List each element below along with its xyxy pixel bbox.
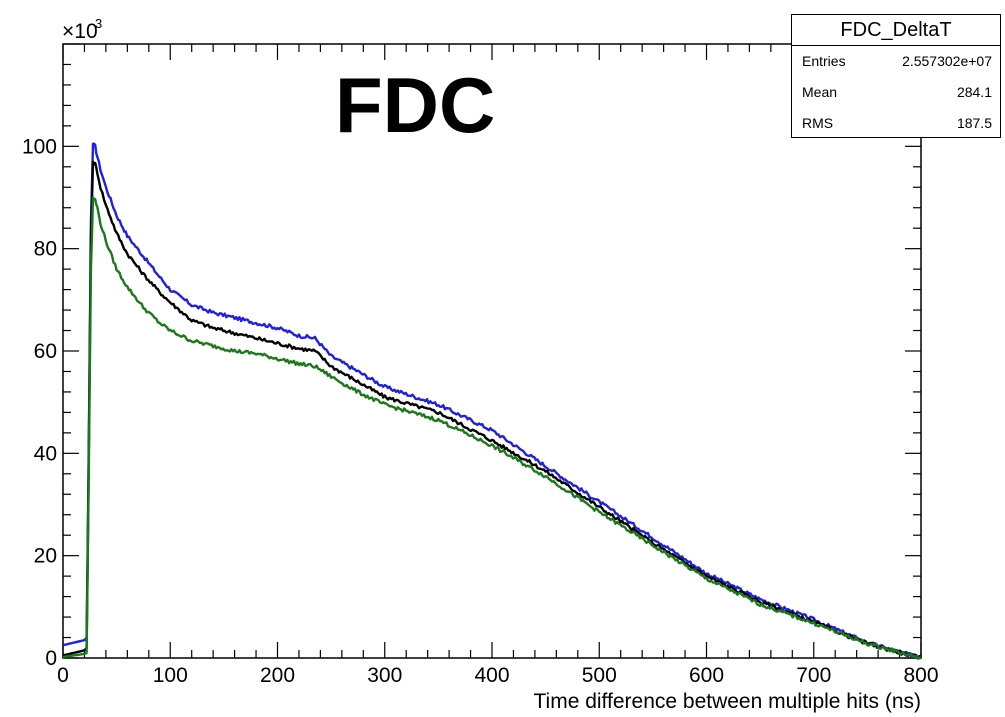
chart-title: FDC — [335, 61, 495, 149]
x-tick-label: 500 — [582, 664, 617, 687]
stats-row-entries: Entries 2.557302e+07 — [792, 46, 1000, 77]
stats-label: Mean — [802, 84, 838, 100]
y-tick-label: 60 — [34, 340, 57, 363]
stats-box: FDC_DeltaT Entries 2.557302e+07 Mean 284… — [791, 14, 1001, 138]
y-tick-label: 20 — [34, 545, 57, 568]
x-tick-label: 700 — [796, 664, 831, 687]
x-tick-label: 0 — [57, 664, 69, 687]
series-line-0 — [62, 142, 922, 660]
series-line-1 — [62, 160, 922, 660]
y-exponent-power: 3 — [95, 16, 102, 31]
stats-value: 284.1 — [956, 84, 992, 100]
y-tick-label: 0 — [45, 647, 57, 670]
stats-label: RMS — [802, 115, 834, 131]
stats-value: 2.557302e+07 — [902, 53, 992, 69]
stats-box-title: FDC_DeltaT — [792, 15, 1000, 46]
stats-value: 187.5 — [956, 115, 992, 131]
axis-tick-labels: 0 100 200 300 400 500 600 700 800 0 20 40 60 80 100 — [22, 135, 939, 687]
x-axis-title: Time difference between multiple hits (n… — [533, 690, 921, 713]
y-tick-label: 40 — [34, 442, 57, 465]
y-tick-label: 80 — [34, 238, 57, 261]
x-tick-label: 800 — [903, 664, 938, 687]
series-line-2 — [62, 196, 922, 660]
x-tick-label: 600 — [689, 664, 724, 687]
stats-row-mean: Mean 284.1 — [792, 77, 1000, 108]
x-tick-label: 200 — [260, 664, 295, 687]
x-tick-label: 100 — [153, 664, 188, 687]
series-lines — [62, 142, 922, 660]
x-tick-label: 300 — [367, 664, 402, 687]
x-tick-label: 400 — [474, 664, 509, 687]
y-tick-label: 100 — [22, 135, 57, 158]
stats-label: Entries — [802, 53, 846, 69]
plot-frame — [62, 43, 922, 659]
stats-row-rms: RMS 187.5 — [792, 108, 1000, 139]
y-exponent-label: ×10 — [62, 20, 98, 43]
